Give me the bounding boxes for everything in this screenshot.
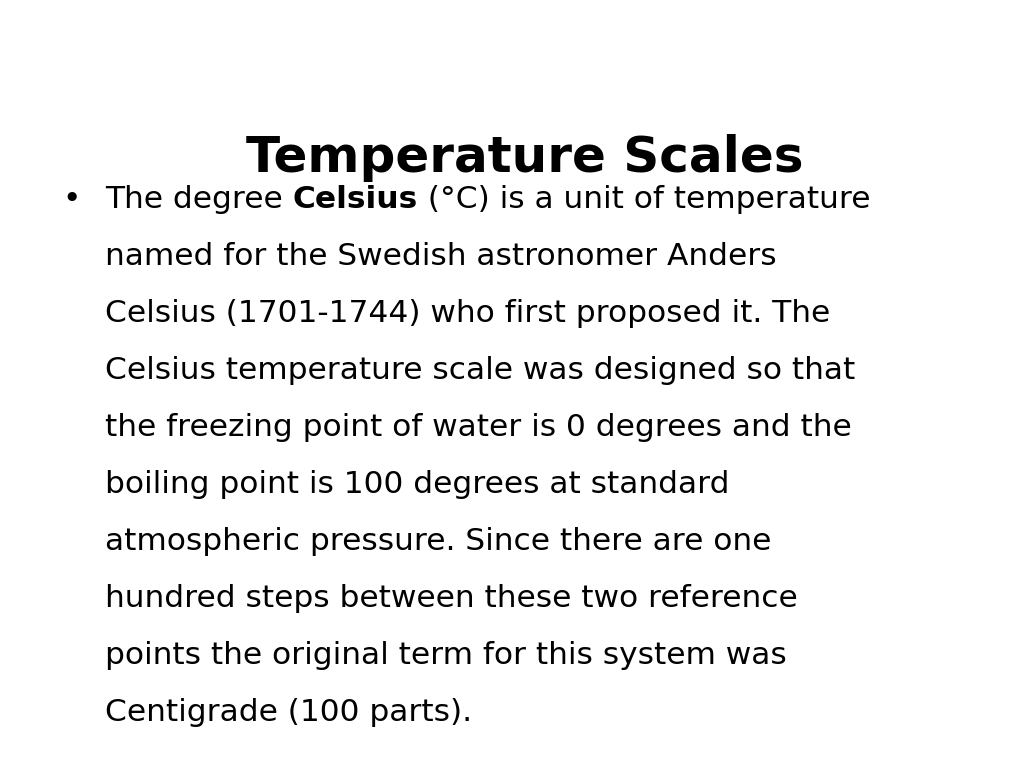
Text: points the original term for this system was: points the original term for this system… [105,641,786,670]
Text: Temperature Scales: Temperature Scales [246,134,804,181]
Text: hundred steps between these two reference: hundred steps between these two referenc… [105,584,798,613]
Text: Celsius: Celsius [293,185,418,214]
Text: •: • [62,185,80,214]
Text: boiling point is 100 degrees at standard: boiling point is 100 degrees at standard [105,470,729,499]
Text: Centigrade (100 parts).: Centigrade (100 parts). [105,698,472,727]
Text: The degree: The degree [105,185,293,214]
Text: atmospheric pressure. Since there are one: atmospheric pressure. Since there are on… [105,527,771,556]
Text: named for the Swedish astronomer Anders: named for the Swedish astronomer Anders [105,242,776,271]
Text: the freezing point of water is 0 degrees and the: the freezing point of water is 0 degrees… [105,413,852,442]
Text: Celsius (1701-1744) who first proposed it. The: Celsius (1701-1744) who first proposed i… [105,299,830,328]
Text: (°C) is a unit of temperature: (°C) is a unit of temperature [418,185,870,214]
Text: Celsius temperature scale was designed so that: Celsius temperature scale was designed s… [105,356,855,385]
